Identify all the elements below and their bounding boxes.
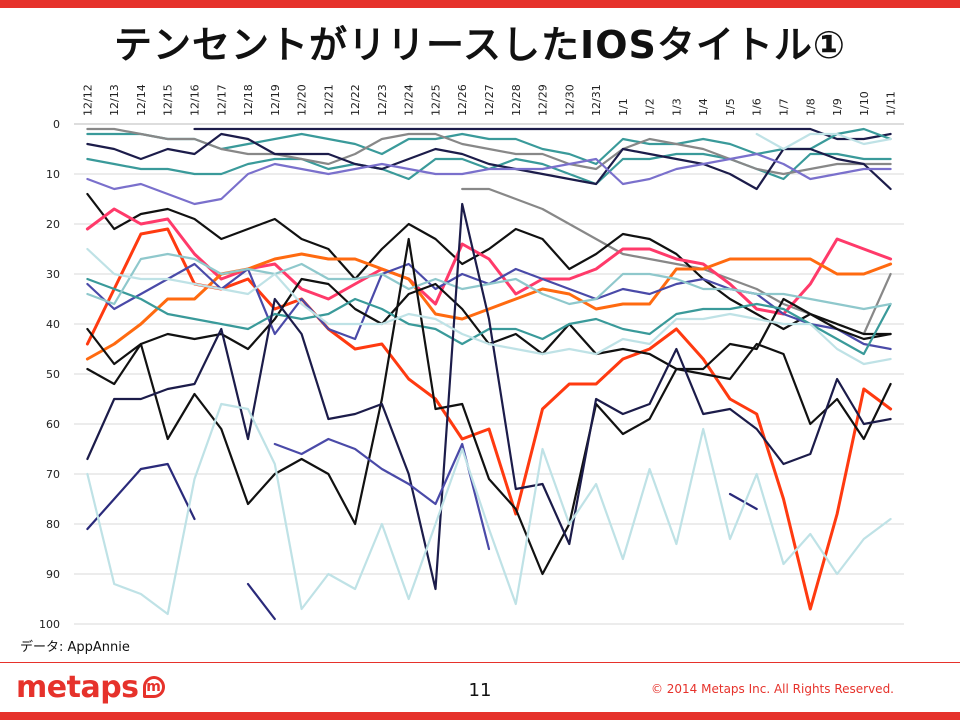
series-14-line	[86, 252, 892, 311]
x-tick-label: 1/4	[697, 98, 710, 116]
x-tick-label: 12/17	[215, 84, 228, 116]
x-tick-label: 12/29	[537, 84, 550, 116]
y-tick-label: 40	[46, 318, 60, 331]
x-tick-label: 12/16	[188, 84, 201, 116]
x-tick-label: 12/26	[456, 84, 469, 116]
top-accent-bar	[0, 0, 960, 8]
x-tick-label: 1/10	[858, 91, 871, 116]
y-tick-label: 20	[46, 218, 60, 231]
footer-divider	[0, 662, 960, 663]
series-16-line	[86, 202, 892, 591]
series-3-line	[86, 127, 892, 176]
x-tick-label: 1/8	[804, 98, 817, 116]
series-17-line	[86, 462, 196, 531]
series-8-line	[85, 207, 893, 316]
y-tick-label: 30	[46, 268, 60, 281]
y-tick-label: 80	[46, 518, 60, 531]
series-21-line	[755, 132, 892, 151]
x-tick-label: 12/15	[162, 84, 175, 116]
x-tick-label: 12/14	[135, 84, 148, 116]
y-tick-label: 70	[46, 468, 60, 481]
y-tick-label: 60	[46, 418, 60, 431]
series-19-line	[86, 402, 892, 616]
y-tick-label: 50	[46, 368, 60, 381]
x-tick-label: 12/20	[296, 84, 309, 116]
logo-text: metaps	[16, 669, 139, 705]
x-tick-label: 12/18	[242, 84, 255, 116]
y-tick-label: 0	[53, 118, 60, 131]
series-20-line	[86, 247, 892, 366]
copyright-notice: © 2014 Metaps Inc. All Rights Reserved.	[650, 682, 894, 696]
x-tick-label: 12/19	[269, 84, 282, 116]
slide-title: テンセントがリリースしたIOSタイトル①	[113, 23, 847, 67]
series-0-line	[193, 127, 892, 141]
x-tick-label: 1/6	[751, 98, 764, 116]
series-7-line	[86, 192, 892, 336]
y-tick-label: 10	[46, 168, 60, 181]
x-tick-label: 12/21	[322, 84, 335, 116]
x-tick-label: 12/13	[108, 84, 121, 116]
y-tick-label: 90	[46, 568, 60, 581]
x-tick-label: 12/25	[429, 84, 442, 116]
x-tick-label: 12/27	[483, 84, 496, 116]
x-tick-label: 12/24	[403, 84, 416, 116]
x-tick-label: 1/3	[670, 98, 683, 116]
series-17-line-1	[246, 582, 276, 621]
y-tick-label: 100	[39, 618, 60, 631]
x-tick-label: 12/12	[81, 84, 94, 116]
page-number: 11	[468, 680, 492, 701]
bottom-accent-bar	[0, 712, 960, 720]
source-note: データ: AppAnnie	[20, 640, 130, 655]
x-tick-label: 1/11	[885, 91, 898, 116]
metaps-logo: metaps m	[16, 669, 165, 705]
x-tick-label: 1/9	[831, 98, 844, 116]
series-5-line	[86, 152, 892, 206]
series-18-line	[273, 437, 491, 551]
series-6-line	[461, 187, 892, 336]
line-chart: 0 10 20 30 40 50 60 70 80 90 100 12/12 12/13 12/14 12/…	[39, 84, 904, 631]
x-tick-label: 12/30	[563, 84, 576, 116]
x-tick-label: 12/31	[590, 84, 603, 116]
x-tick-label: 12/23	[376, 84, 389, 116]
series-17-line-2	[728, 492, 758, 511]
x-tick-label: 1/5	[724, 98, 737, 116]
logo-mark-icon: m	[142, 676, 165, 698]
series-13-line	[86, 277, 892, 356]
x-tick-label: 12/22	[349, 84, 362, 116]
x-tick-label: 1/1	[617, 98, 630, 116]
series-4-line	[86, 132, 892, 191]
x-tick-label: 1/2	[644, 98, 657, 116]
x-tick-label: 12/28	[510, 84, 523, 116]
x-tick-label: 1/7	[778, 98, 791, 116]
series-15-line	[86, 237, 892, 576]
